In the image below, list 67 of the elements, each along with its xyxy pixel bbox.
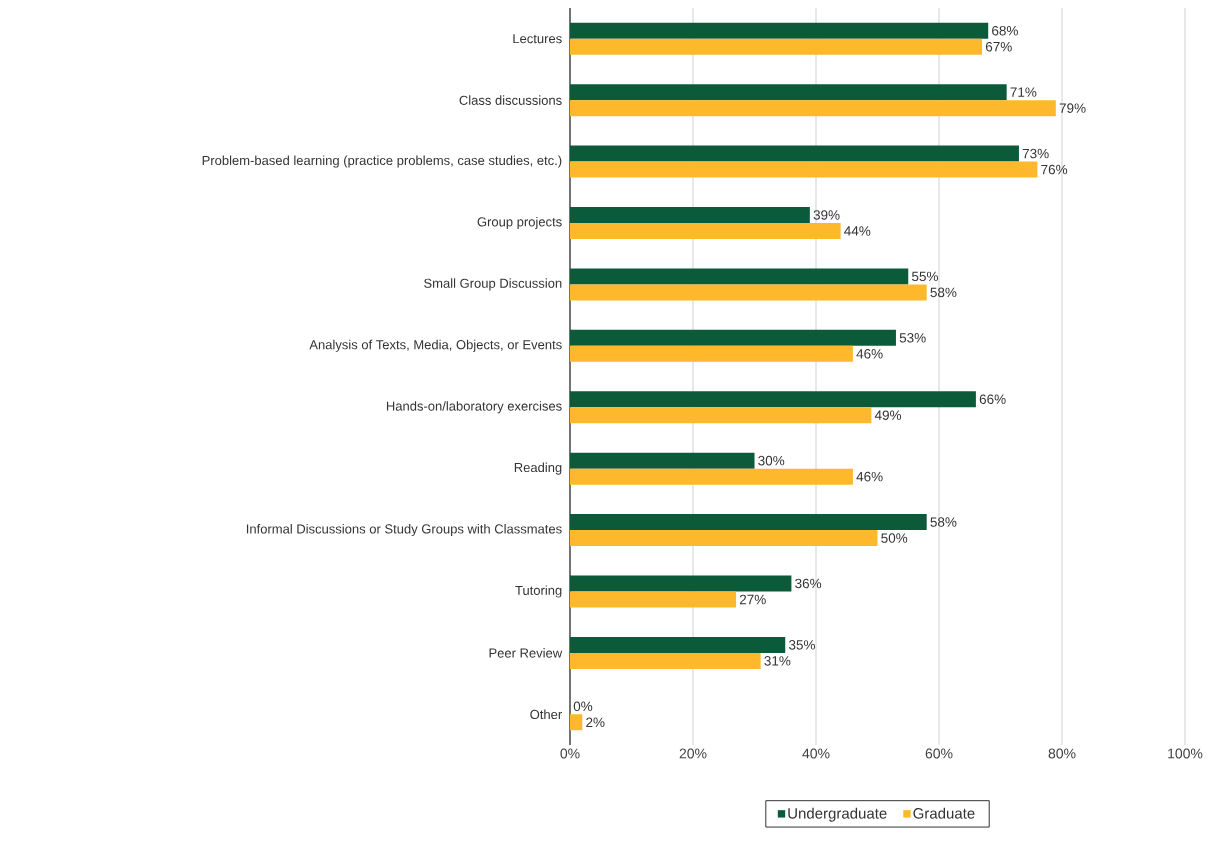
legend-label: Undergraduate: [788, 807, 887, 822]
y-tick-label: Hands-on/laboratory exercises: [386, 401, 562, 414]
bar: [570, 22, 989, 39]
data-label: 71%: [1010, 87, 1037, 97]
bar: [570, 38, 983, 55]
bar: [570, 530, 878, 547]
data-label: 46%: [856, 471, 883, 482]
data-label: 49%: [874, 410, 902, 420]
bar: [570, 329, 896, 346]
data-label: 2%: [586, 717, 605, 728]
data-label: 55%: [911, 271, 938, 282]
data-label: 0%: [573, 701, 593, 712]
x-tick-label: 40%: [802, 748, 830, 759]
bar: [570, 222, 841, 239]
bar: [570, 591, 737, 608]
bar: [570, 391, 976, 408]
y-tick-label: Lectures: [513, 34, 562, 44]
data-label: 58%: [930, 517, 957, 527]
data-label: 79%: [1059, 103, 1086, 113]
bar: [570, 345, 853, 362]
data-label: 66%: [979, 394, 1006, 404]
data-label: 68%: [992, 25, 1018, 36]
x-tick-label: 100%: [1168, 748, 1203, 759]
bar: [570, 284, 927, 301]
y-tick-label: Class discussions: [459, 95, 562, 105]
bar: [570, 268, 909, 285]
data-label: 44%: [844, 226, 871, 236]
bar: [570, 407, 872, 424]
data-label: 35%: [788, 640, 815, 650]
y-tick-label: Informal Discussions or Study Groups with Classmates: [246, 523, 562, 537]
data-label: 31%: [764, 656, 791, 666]
x-tick-label: 80%: [1048, 748, 1076, 759]
data-label: 76%: [1041, 164, 1068, 175]
bar: [570, 452, 755, 469]
bar: [570, 636, 786, 653]
bar: [570, 145, 1019, 162]
data-label: 53%: [899, 333, 926, 343]
bar: [570, 468, 853, 485]
bar: [570, 652, 761, 669]
data-label: 39%: [813, 210, 840, 220]
data-label: 27%: [739, 594, 766, 605]
data-label: 58%: [930, 287, 957, 298]
x-tick-label: 0%: [560, 748, 580, 759]
y-tick-label: Peer Review: [489, 648, 563, 658]
y-tick-label: Other: [530, 709, 562, 720]
bar: [570, 84, 1007, 101]
x-tick-label: 20%: [679, 748, 707, 759]
data-label: 50%: [881, 533, 908, 543]
y-tick-label: Reading: [514, 462, 562, 475]
bar: [570, 206, 810, 223]
bar: [570, 514, 927, 531]
data-label: 73%: [1022, 148, 1049, 159]
bar: [570, 100, 1056, 117]
legend-label: Graduate: [913, 807, 975, 819]
y-tick-label: Problem-based learning (practice problems, case studies, etc.): [202, 155, 562, 168]
y-tick-label: Analysis of Texts, Media, Objects, or Events: [309, 339, 562, 352]
data-label: 30%: [758, 455, 785, 466]
data-label: 46%: [856, 349, 883, 359]
x-tick-label: 60%: [925, 748, 953, 759]
bar: [570, 161, 1038, 178]
y-tick-label: Small Group Discussion: [424, 278, 562, 291]
bar: [570, 575, 792, 592]
data-label: 36%: [795, 578, 822, 589]
bar: [570, 714, 583, 731]
y-tick-label: Tutoring: [515, 585, 562, 598]
y-tick-label: Group projects: [477, 216, 562, 230]
data-label: 67%: [985, 41, 1012, 52]
